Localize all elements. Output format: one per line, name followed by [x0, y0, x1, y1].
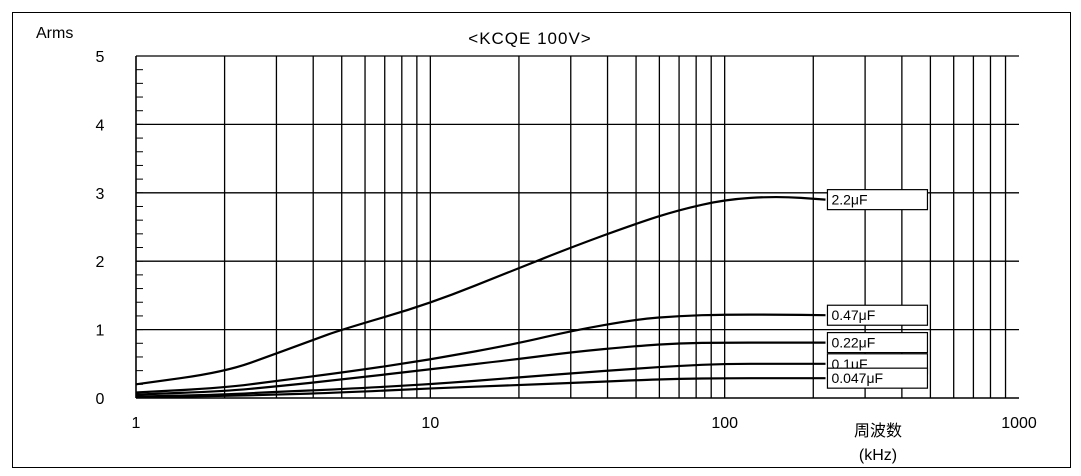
series-label: 2.2μF: [831, 192, 867, 208]
y-axis-label: Arms: [36, 25, 73, 42]
series-line: [135, 362, 826, 398]
series-line: [135, 313, 826, 394]
series-line: [135, 377, 826, 399]
x-tick-label: 100: [711, 415, 738, 432]
axes: 0 1 2 3 4 5 1 10 100 1000: [96, 49, 1037, 432]
y-tick-label: 2: [96, 254, 105, 271]
grid: [136, 55, 1019, 398]
y-tick-label: 1: [96, 323, 105, 340]
x-tick-label: 1: [132, 415, 141, 432]
x-tick-label: 10: [421, 415, 439, 432]
y-tick-label: 4: [96, 117, 105, 134]
chart-title: <KCQE 100V>: [468, 29, 591, 48]
y-tick-label: 5: [96, 49, 105, 66]
x-axis-unit: (kHz): [859, 447, 897, 464]
series-label-box: [826, 304, 929, 326]
series-line: [135, 195, 826, 386]
series-label: 0.47μF: [831, 307, 875, 323]
y-tick-label: 0: [96, 391, 105, 408]
series-label-box: [826, 367, 929, 389]
x-tick-label: 1000: [1001, 415, 1037, 432]
series-label: 0.22μF: [831, 335, 875, 351]
series-line: [135, 341, 826, 396]
x-axis-label: 周波数: [854, 422, 902, 440]
series-label-box: [826, 331, 929, 354]
series-label: 0.047μF: [831, 370, 883, 386]
series-label-box: [826, 189, 929, 211]
y-tick-label: 3: [96, 186, 105, 203]
